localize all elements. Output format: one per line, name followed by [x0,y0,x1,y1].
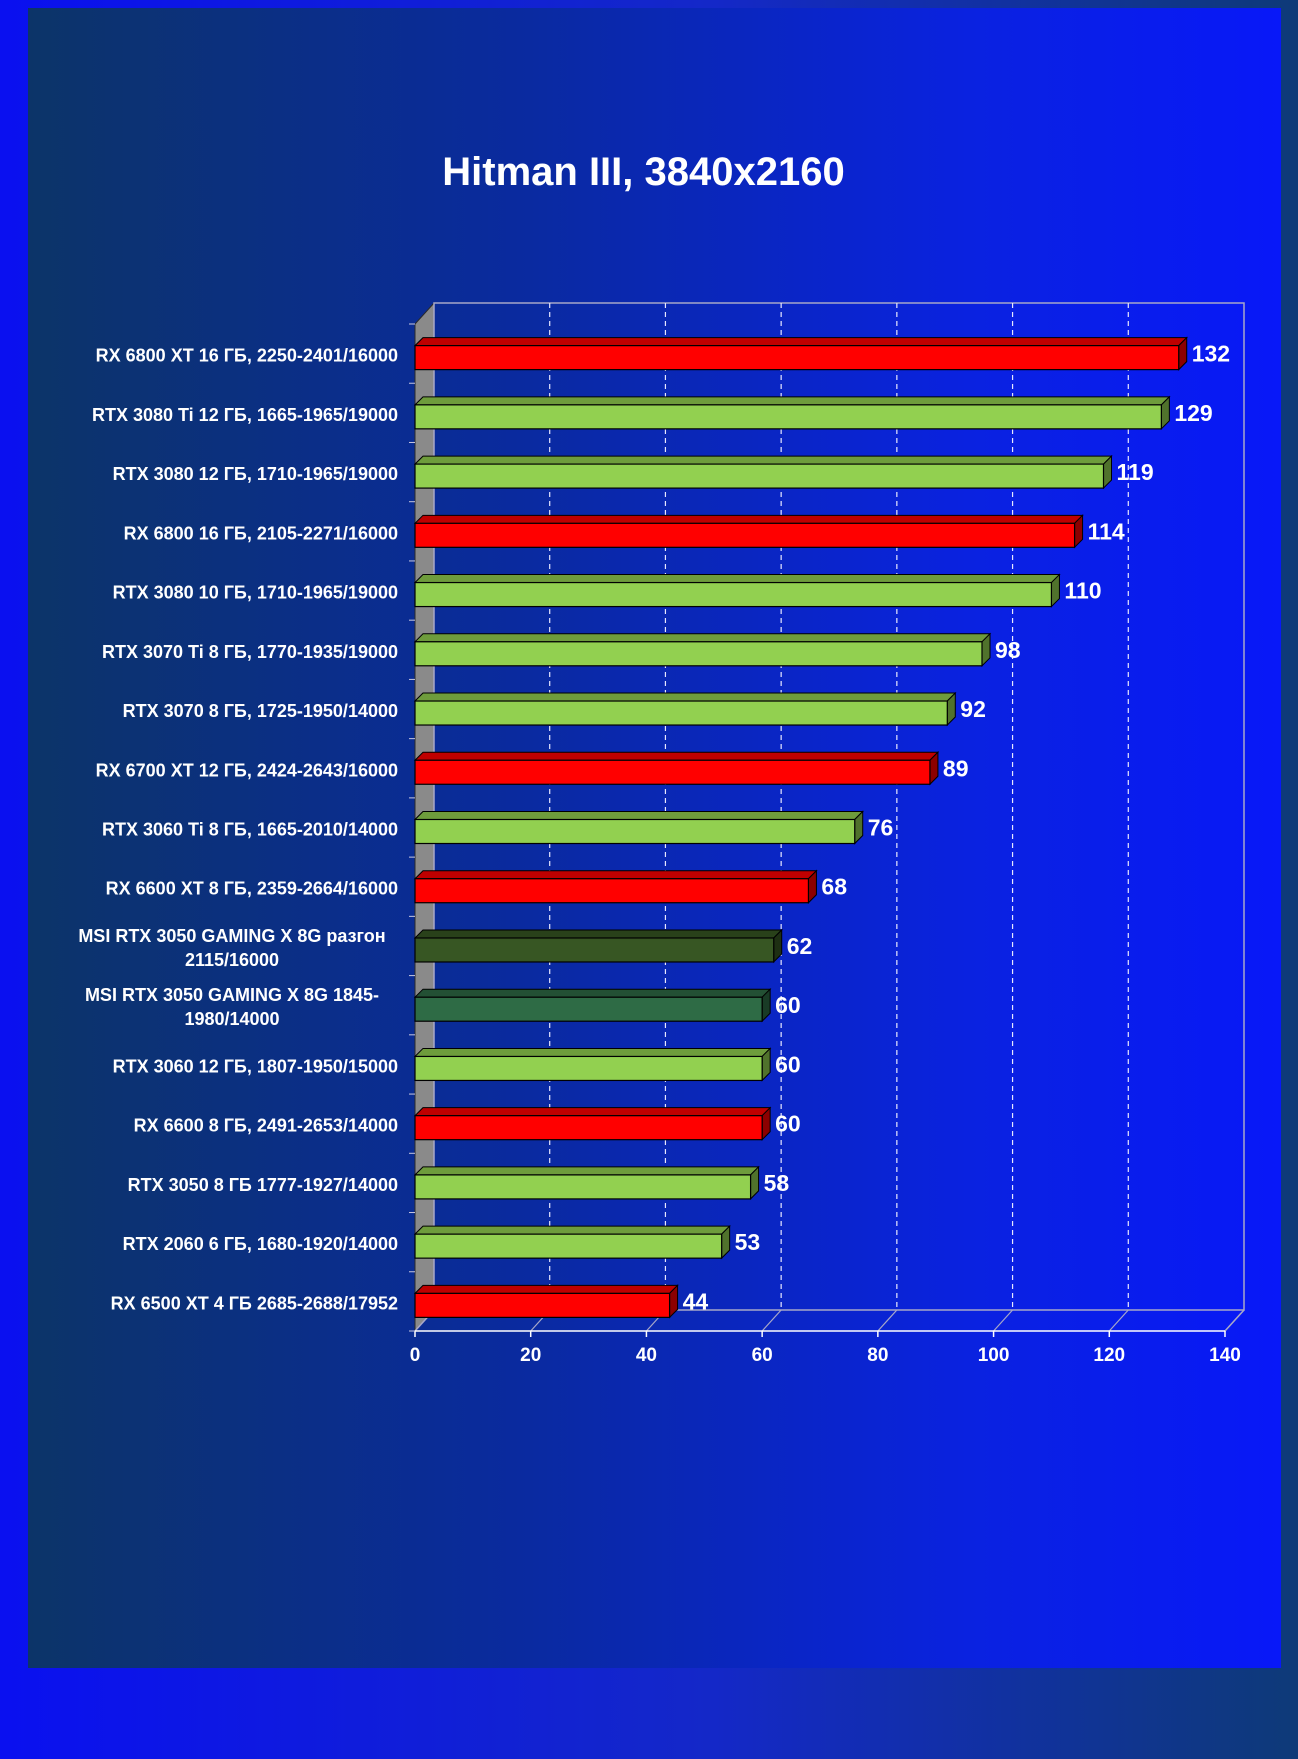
bar-top [413,751,940,761]
bar-value-label: 68 [821,874,847,900]
category-label: RX 6800 16 ГБ, 2105-2271/16000 [124,523,398,543]
bar [414,641,983,667]
bar-value-label: 44 [683,1288,709,1314]
category-label: RTX 3080 12 ГБ, 1710-1965/19000 [113,464,398,484]
category-label: RX 6500 XT 4 ГБ 2685-2688/17952 [111,1293,398,1313]
bar-top [413,1225,731,1235]
floor-gridline [1224,1309,1245,1332]
bar [414,759,931,785]
bar-value-label: 89 [943,755,969,781]
bar [414,404,1162,430]
bar [414,522,1076,548]
bar-value-label: 119 [1117,459,1154,485]
bar-value-label: 114 [1088,518,1125,544]
bar-top [413,396,1171,406]
category-label: RTX 3050 8 ГБ 1777-1927/14000 [128,1175,398,1195]
x-tick-label: 100 [978,1345,1010,1366]
bar-value-label: 53 [735,1229,761,1255]
bar-value-label: 92 [960,696,986,722]
bar [414,818,856,845]
bar [414,581,1053,608]
category-label: RX 6700 XT 12 ГБ, 2424-2643/16000 [96,760,398,780]
floor-gridline [993,1309,1014,1332]
floor-gridline [761,1309,782,1332]
bar-top [413,1284,679,1294]
bar-value-label: 110 [1064,578,1101,604]
bar-value-label: 60 [775,992,801,1018]
bar-top [413,929,783,939]
bar-value-label: 76 [868,815,894,841]
bar-top [413,870,818,880]
category-label: RTX 3080 10 ГБ, 1710-1965/19000 [113,583,398,603]
bar [414,700,948,726]
bar [414,878,810,904]
bar-top [413,574,1061,584]
category-label: RTX 3060 Ti 8 ГБ, 1665-2010/14000 [102,820,398,840]
x-tick-label: 120 [1093,1345,1125,1366]
bar-top [413,1107,772,1117]
bar [414,937,775,963]
category-label-line: 1980/14000 [184,1009,279,1029]
bar-top [413,633,992,643]
bar-top [413,1047,772,1057]
bar-value-label: 132 [1192,341,1230,367]
bar-value-label: 60 [775,1051,801,1077]
category-label: MSI RTX 3050 GAMING X 8G 1845- 1980/14000 [85,985,379,1029]
bar-top [413,514,1084,524]
x-tick-label: 60 [752,1345,773,1366]
bar [414,1115,763,1141]
category-label: MSI RTX 3050 GAMING X 8G разгон 2115/1600… [78,926,385,970]
category-label-line: 2115/16000 [185,950,279,970]
bar-value-label: 60 [775,1111,801,1137]
bar [414,1233,723,1259]
category-label: RTX 3070 8 ГБ, 1725-1950/14000 [123,701,398,721]
bar-top [413,988,772,998]
bar-value-label: 58 [764,1170,790,1196]
bar [414,463,1105,489]
category-label: RTX 3060 12 ГБ, 1807-1950/15000 [113,1056,398,1076]
bar-top [413,337,1188,347]
floor-gridline [1108,1309,1129,1332]
x-tick-label: 80 [867,1345,888,1366]
bar [414,1292,671,1318]
category-label-line: MSI RTX 3050 GAMING X 8G 1845- [85,985,379,1005]
bar-top [413,1166,760,1176]
bar-top [413,811,864,820]
chart-title: Hitman III, 3840x2160 [442,150,845,194]
bar-value-label: 62 [787,933,813,959]
x-tick-label: 40 [636,1345,657,1366]
bar-top [413,692,957,702]
bar [414,1174,752,1200]
x-tick-label: 140 [1209,1345,1241,1366]
bar [414,996,763,1022]
category-label: RX 6800 XT 16 ГБ, 2250-2401/16000 [96,346,398,366]
bar [414,1055,763,1082]
bar-value-label: 129 [1174,400,1212,426]
bar-top [413,455,1113,465]
category-label-line: MSI RTX 3050 GAMING X 8G разгон [78,926,385,946]
x-tick-label: 0 [410,1345,421,1366]
category-label: RTX 3080 Ti 12 ГБ, 1665-1965/19000 [92,405,398,425]
floor-gridline [877,1309,898,1332]
bar [414,345,1180,371]
bar-value-label: 98 [995,637,1021,663]
category-label: RX 6600 XT 8 ГБ, 2359-2664/16000 [106,879,398,899]
category-label: RTX 2060 6 ГБ, 1680-1920/14000 [123,1234,398,1254]
x-tick-label: 20 [520,1345,541,1366]
plot-back-wall [433,302,1245,1311]
category-label: RX 6600 8 ГБ, 2491-2653/14000 [134,1116,398,1136]
category-label: RTX 3070 Ti 8 ГБ, 1770-1935/19000 [102,642,398,662]
